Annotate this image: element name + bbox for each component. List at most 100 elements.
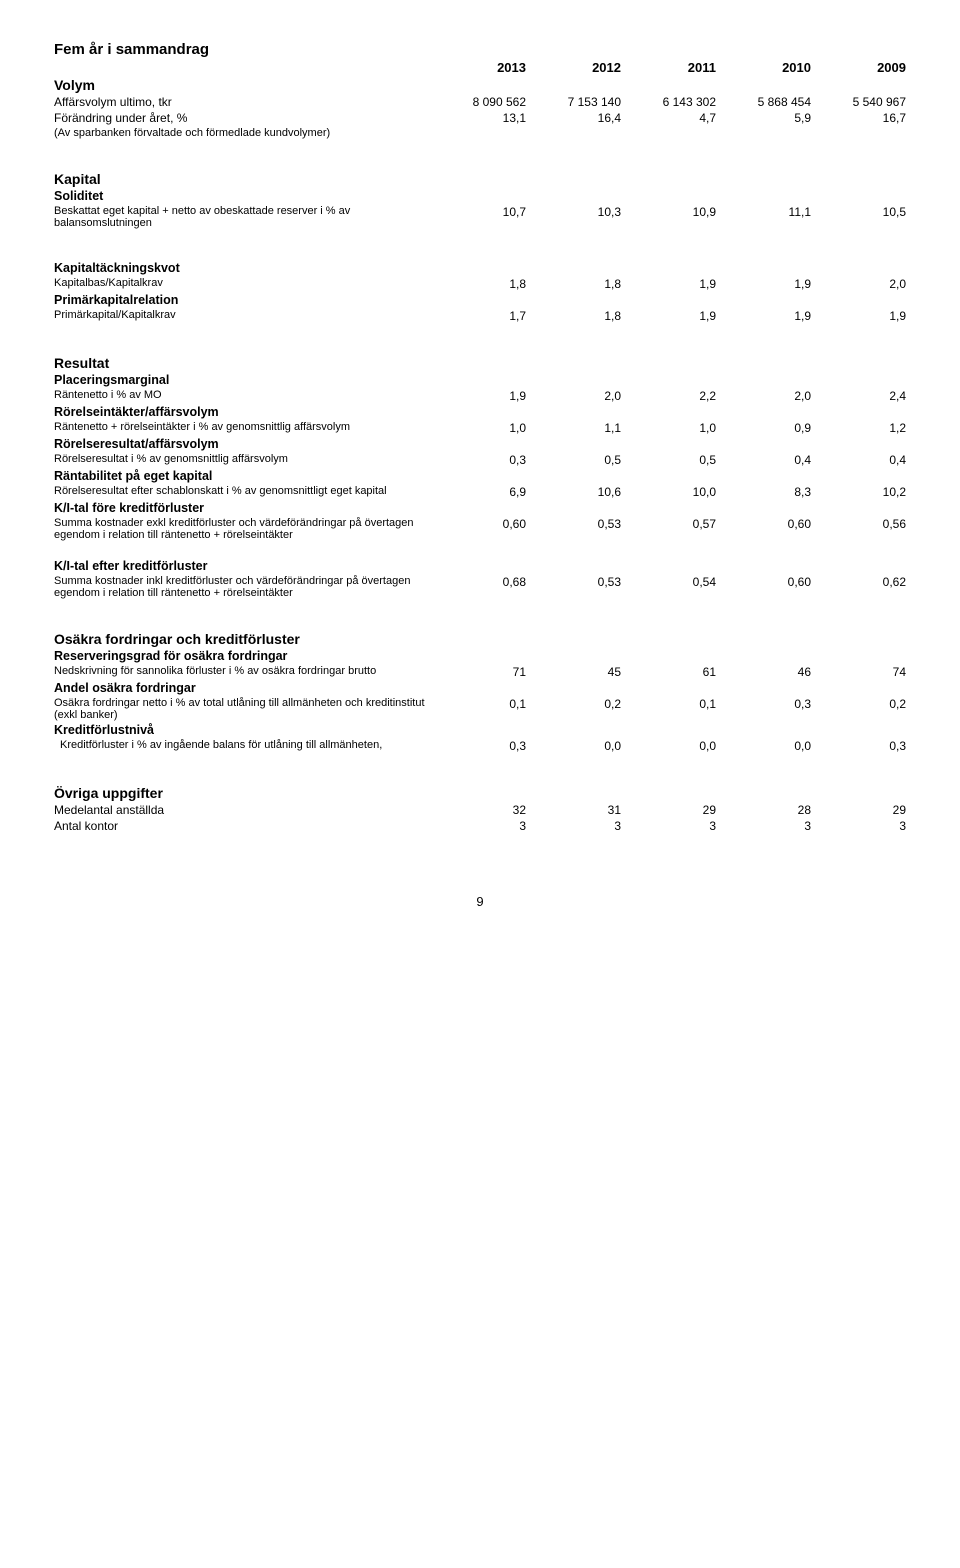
financial-summary-table: Fem år i sammandrag 2013 2012 2011 2010 … <box>50 40 910 834</box>
cell: 10,7 <box>435 204 530 230</box>
row-desc: Kreditförluster i % av ingående balans f… <box>50 738 435 754</box>
row-label: Primärkapital/Kapitalkrav <box>50 308 435 324</box>
cell: 10,6 <box>530 484 625 500</box>
cell: 1,9 <box>625 308 720 324</box>
cell: 0,0 <box>530 738 625 754</box>
page-title: Fem år i sammandrag <box>50 40 435 59</box>
row-label: Förändring under året, % <box>50 110 435 126</box>
cell: 10,9 <box>625 204 720 230</box>
cell: 61 <box>625 664 720 680</box>
cell: 0,2 <box>815 696 910 722</box>
cell: 29 <box>625 802 720 818</box>
table-row: Beskattat eget kapital + netto av obeska… <box>50 204 910 230</box>
year-col: 2009 <box>815 59 910 76</box>
table-row: Rörelseresultat efter schablonskatt i % … <box>50 484 910 500</box>
row-label: Kapitalbas/Kapitalkrav <box>50 276 435 292</box>
cell: 0,60 <box>720 516 815 542</box>
cell: 16,7 <box>815 110 910 126</box>
row-label: Medelantal anställda <box>50 802 435 818</box>
cell: 1,8 <box>530 308 625 324</box>
cell: 6 143 302 <box>625 94 720 110</box>
cell: 1,9 <box>435 388 530 404</box>
cell: 71 <box>435 664 530 680</box>
cell: 0,1 <box>435 696 530 722</box>
cell: 16,4 <box>530 110 625 126</box>
cell: 0,9 <box>720 420 815 436</box>
row-desc: Beskattat eget kapital + netto av obeska… <box>50 204 435 230</box>
row-label: Affärsvolym ultimo, tkr <box>50 94 435 110</box>
section-header: Volym <box>50 76 435 94</box>
section-header: Övriga uppgifter <box>50 784 435 802</box>
cell: 10,5 <box>815 204 910 230</box>
cell: 2,0 <box>720 388 815 404</box>
cell: 0,53 <box>530 516 625 542</box>
cell: 29 <box>815 802 910 818</box>
cell: 45 <box>530 664 625 680</box>
sub-header: K/I-tal före kreditförluster <box>50 500 435 516</box>
cell: 28 <box>720 802 815 818</box>
cell: 2,4 <box>815 388 910 404</box>
row-desc: Rörelseresultat i % av genomsnittlig aff… <box>50 452 435 468</box>
cell: 1,2 <box>815 420 910 436</box>
cell: 0,5 <box>530 452 625 468</box>
cell: 1,9 <box>625 276 720 292</box>
sub-header: K/I-tal efter kreditförluster <box>50 558 435 574</box>
sub-header: Reserveringsgrad för osäkra fordringar <box>50 648 435 664</box>
table-row: Summa kostnader exkl kreditförluster och… <box>50 516 910 542</box>
row-desc: Räntenetto i % av MO <box>50 388 435 404</box>
year-col: 2012 <box>530 59 625 76</box>
cell: 0,0 <box>625 738 720 754</box>
cell: 10,0 <box>625 484 720 500</box>
cell: 10,2 <box>815 484 910 500</box>
cell: 1,7 <box>435 308 530 324</box>
cell: 6,9 <box>435 484 530 500</box>
sub-header: Kapitaltäckningskvot <box>50 260 435 276</box>
cell: 3 <box>530 818 625 834</box>
section-header: Resultat <box>50 354 435 372</box>
table-row: Räntenetto + rörelseintäkter i % av geno… <box>50 420 910 436</box>
cell: 0,60 <box>720 574 815 600</box>
cell: 0,2 <box>530 696 625 722</box>
cell: 0,56 <box>815 516 910 542</box>
sub-header: Kreditförlustnivå <box>50 722 435 738</box>
cell: 1,1 <box>530 420 625 436</box>
cell: 5 540 967 <box>815 94 910 110</box>
cell: 1,0 <box>435 420 530 436</box>
cell: 2,2 <box>625 388 720 404</box>
cell: 8,3 <box>720 484 815 500</box>
cell: 0,5 <box>625 452 720 468</box>
cell: 7 153 140 <box>530 94 625 110</box>
sub-header: Placeringsmarginal <box>50 372 435 388</box>
sub-header: Andel osäkra fordringar <box>50 680 435 696</box>
cell: 74 <box>815 664 910 680</box>
cell: 1,8 <box>435 276 530 292</box>
cell: 0,1 <box>625 696 720 722</box>
cell: 0,4 <box>720 452 815 468</box>
table-row: Medelantal anställda 32 31 29 28 29 <box>50 802 910 818</box>
year-col: 2010 <box>720 59 815 76</box>
table-row: Affärsvolym ultimo, tkr 8 090 562 7 153 … <box>50 94 910 110</box>
cell: 11,1 <box>720 204 815 230</box>
cell: 1,9 <box>720 308 815 324</box>
sub-header: Rörelseintäkter/affärsvolym <box>50 404 435 420</box>
note: (Av sparbanken förvaltade och förmedlade… <box>50 126 435 140</box>
cell: 0,54 <box>625 574 720 600</box>
cell: 32 <box>435 802 530 818</box>
cell: 0,62 <box>815 574 910 600</box>
cell: 0,0 <box>720 738 815 754</box>
cell: 46 <box>720 664 815 680</box>
page-number: 9 <box>50 894 910 909</box>
table-row: Kreditförluster i % av ingående balans f… <box>50 738 910 754</box>
table-row: Räntenetto i % av MO 1,9 2,0 2,2 2,0 2,4 <box>50 388 910 404</box>
cell: 1,9 <box>815 308 910 324</box>
cell: 2,0 <box>530 388 625 404</box>
table-row: Antal kontor 3 3 3 3 3 <box>50 818 910 834</box>
cell: 5 868 454 <box>720 94 815 110</box>
sub-header: Rörelseresultat/affärsvolym <box>50 436 435 452</box>
cell: 0,3 <box>435 452 530 468</box>
table-row: Nedskrivning för sannolika förluster i %… <box>50 664 910 680</box>
cell: 3 <box>815 818 910 834</box>
cell: 3 <box>435 818 530 834</box>
cell: 0,3 <box>435 738 530 754</box>
row-desc: Nedskrivning för sannolika förluster i %… <box>50 664 435 680</box>
